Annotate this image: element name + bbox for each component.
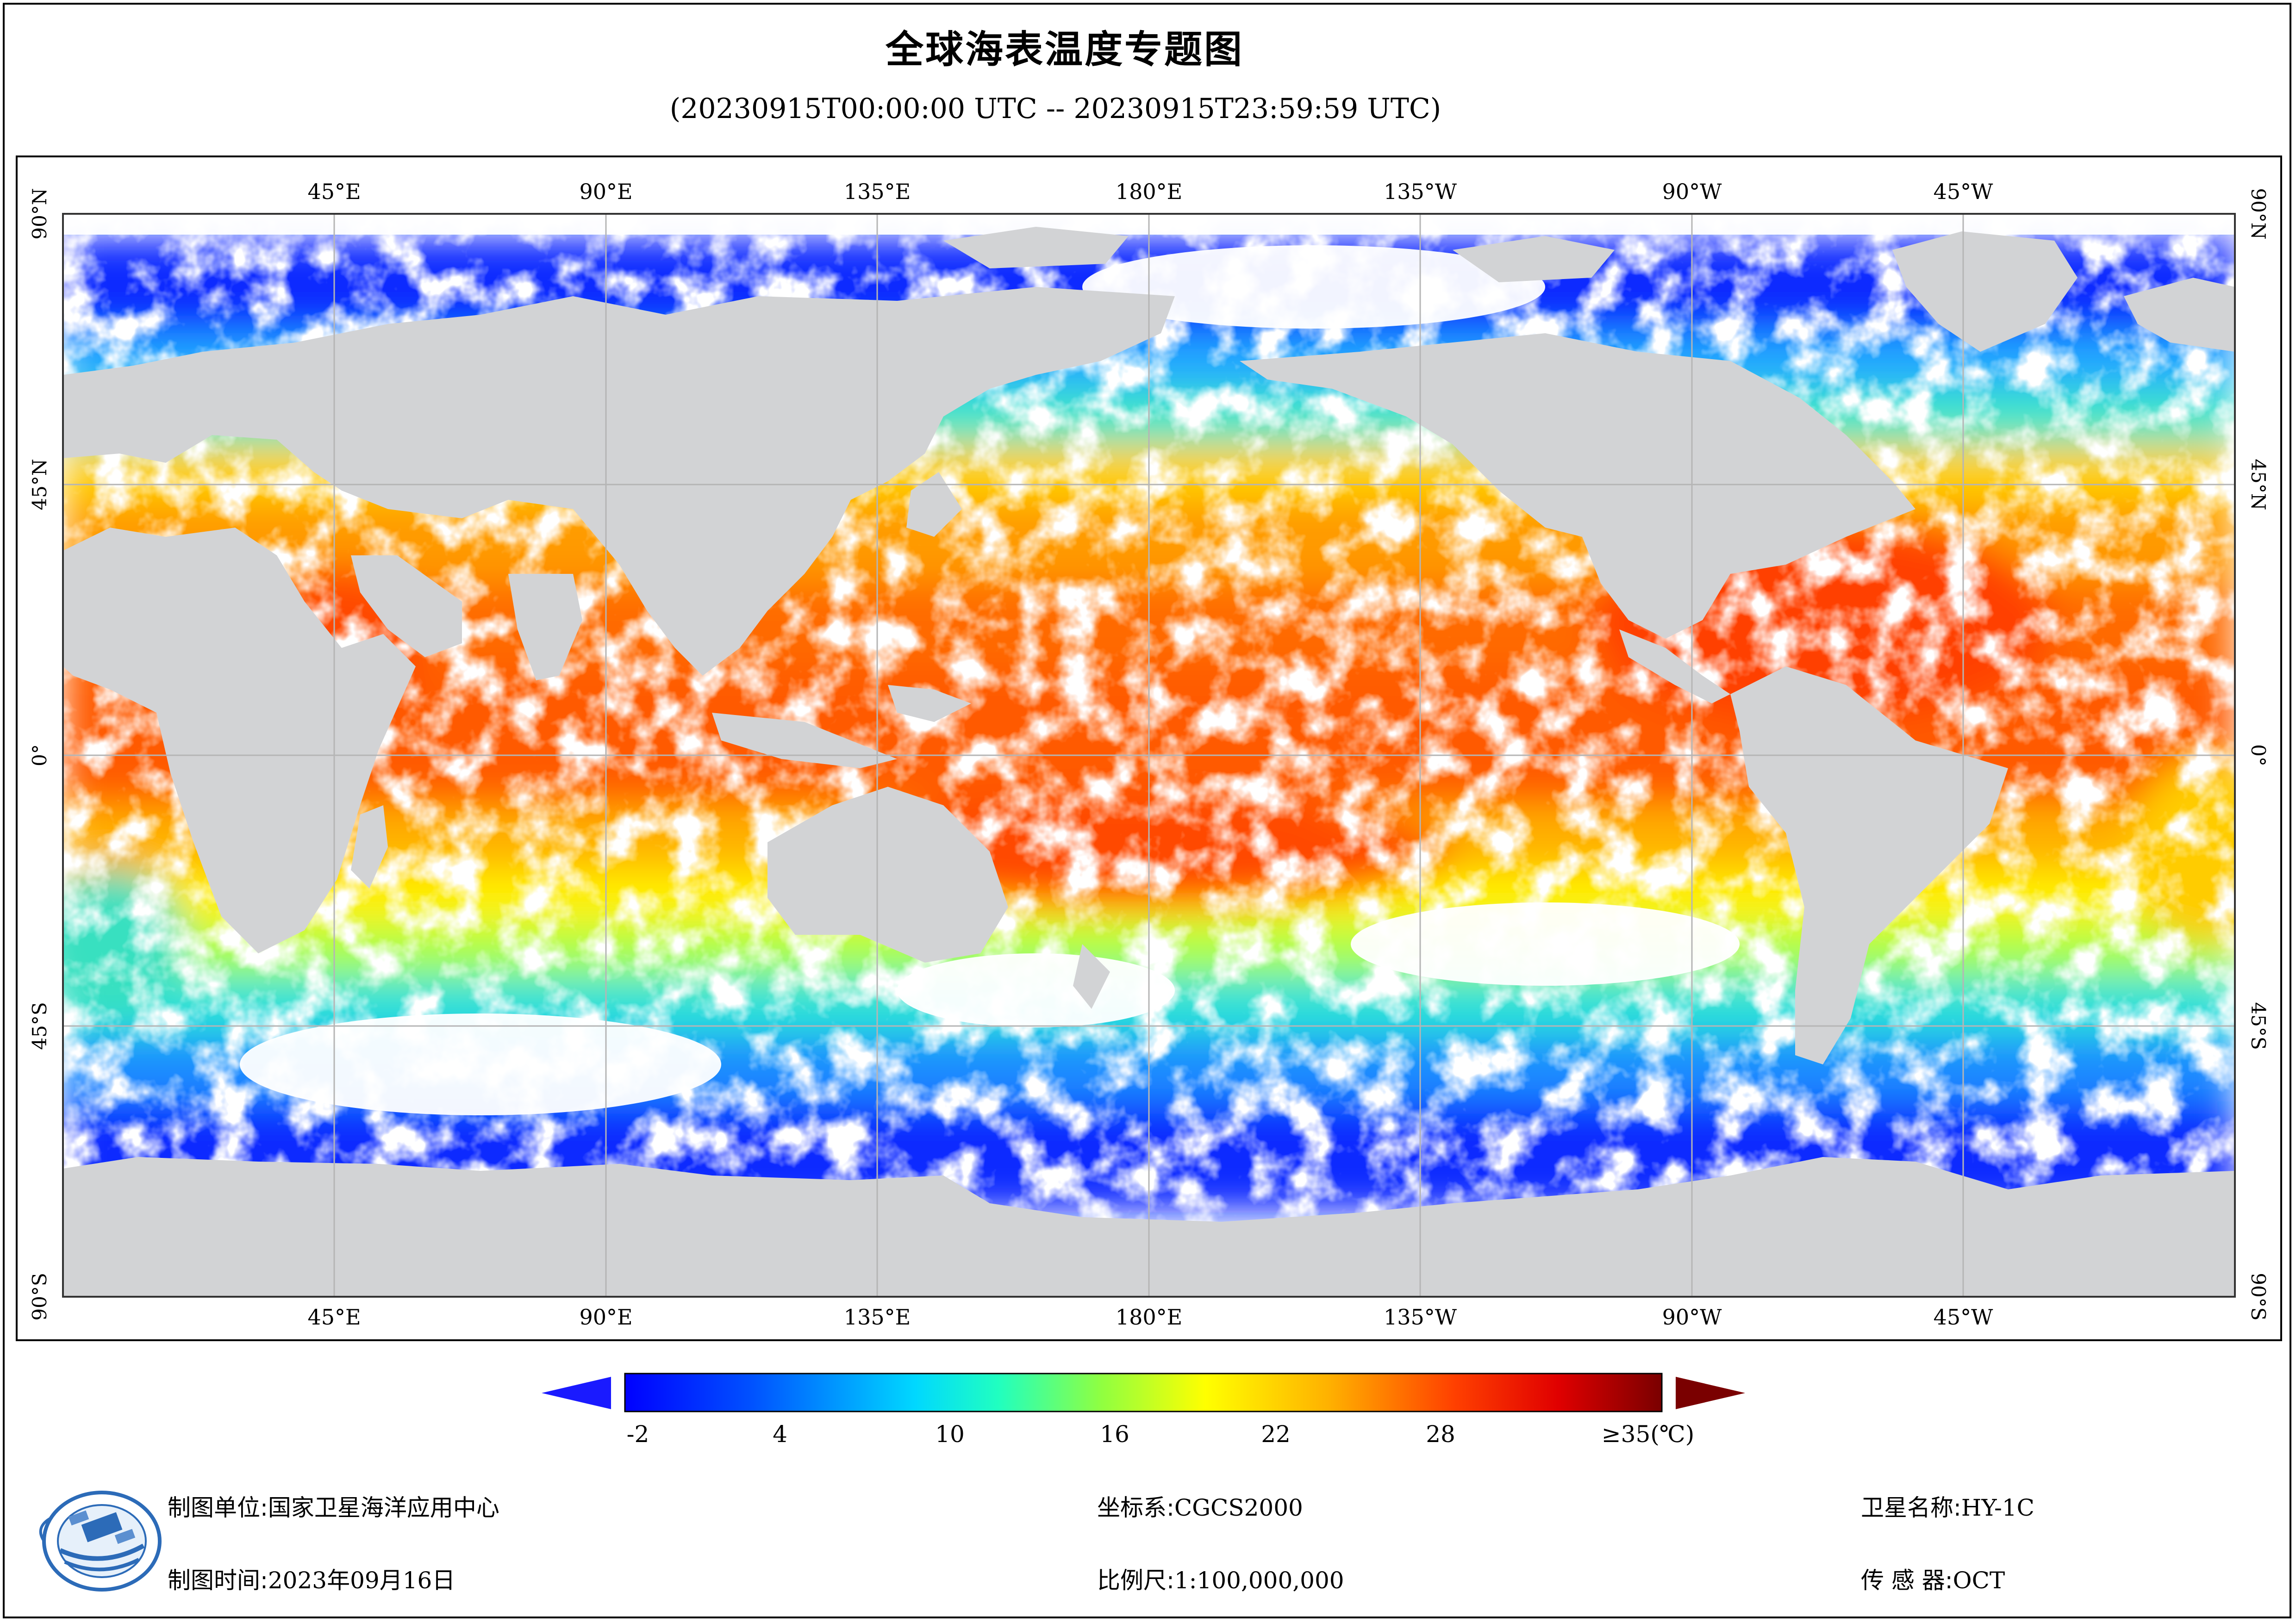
- footer-time-label: 制图时间:: [168, 1567, 268, 1594]
- lat-label-right: 90°N: [2247, 188, 2270, 239]
- colorbar-high-arrow: [1676, 1377, 1745, 1409]
- footer-unit-label: 制图单位:: [168, 1494, 268, 1521]
- lat-label-left: 90°S: [28, 1273, 51, 1320]
- lon-label-top: 45°E: [307, 179, 361, 204]
- lon-label-top: 90°W: [1662, 179, 1722, 204]
- lat-label-right: 45°N: [2247, 459, 2270, 510]
- map-title: 全球海表温度专题图: [885, 28, 1244, 72]
- lat-label-left: 45°N: [28, 459, 51, 510]
- graticule: [63, 214, 2235, 1297]
- footer-scale-label: 比例尺:: [1097, 1567, 1174, 1594]
- outer-frame: [3, 3, 2291, 1618]
- lon-label-top: 135°W: [1384, 179, 1457, 204]
- colorbar-tick-label: 10: [935, 1421, 965, 1448]
- colorbar-tick-label: -2: [626, 1421, 649, 1448]
- footer-crs-label: 坐标系:: [1097, 1494, 1174, 1521]
- lat-label-right: 0°: [2247, 744, 2270, 766]
- lon-label-bottom: 90°E: [579, 1305, 632, 1330]
- footer-sensor-label: 传 感 器:: [1861, 1567, 1953, 1594]
- colorbar: [542, 1373, 1745, 1412]
- colorbar-tick-label: 4: [773, 1421, 787, 1448]
- footer-unit-value: 国家卫星海洋应用中心: [268, 1494, 499, 1521]
- lon-label-bottom: 135°W: [1384, 1305, 1457, 1330]
- lon-label-bottom: 90°W: [1662, 1305, 1722, 1330]
- footer-satellite-value: HY-1C: [1961, 1494, 2034, 1521]
- footer-unit: 制图单位:国家卫星海洋应用中心: [168, 1489, 499, 1523]
- colorbar-tick-label: 28: [1426, 1421, 1455, 1448]
- footer-scale-value: 1:100,000,000: [1174, 1567, 1344, 1594]
- footer-satellite: 卫星名称:HY-1C: [1861, 1489, 2034, 1523]
- colorbar-tick-label: 16: [1100, 1421, 1129, 1448]
- lat-label-left: 0°: [28, 744, 51, 766]
- colorbar-tick-label: 22: [1261, 1421, 1291, 1448]
- map-subtitle: (20230915T00:00:00 UTC -- 20230915T23:59…: [669, 93, 1441, 125]
- lon-label-top: 180°E: [1116, 179, 1182, 204]
- lon-label-top: 45°W: [1934, 179, 1994, 204]
- footer-crs-value: CGCS2000: [1174, 1494, 1303, 1521]
- lon-label-top: 135°E: [844, 179, 911, 204]
- footer-satellite-label: 卫星名称:: [1861, 1494, 1961, 1521]
- colorbar-low-arrow: [542, 1377, 611, 1409]
- plot-border: [62, 213, 2236, 1298]
- footer-time: 制图时间:2023年09月16日: [168, 1562, 455, 1595]
- lon-label-bottom: 135°E: [844, 1305, 911, 1330]
- lon-label-top: 90°E: [579, 179, 632, 204]
- colorbar-tick-label: ≥35(℃): [1601, 1421, 1695, 1448]
- organization-logo: [39, 1491, 162, 1592]
- lat-label-left: 45°S: [28, 1002, 51, 1050]
- lon-label-bottom: 45°E: [307, 1305, 361, 1330]
- footer-scale: 比例尺:1:100,000,000: [1097, 1562, 1344, 1595]
- footer-sensor: 传 感 器:OCT: [1861, 1562, 2005, 1595]
- footer-sensor-value: OCT: [1953, 1567, 2005, 1594]
- lon-label-bottom: 45°W: [1934, 1305, 1994, 1330]
- lat-label-right: 90°S: [2247, 1273, 2270, 1320]
- sst-map: 45°E 90°E 135°E 180°E 135°W 90°W 45°W 45…: [28, 179, 2270, 1330]
- footer-time-value: 2023年09月16日: [268, 1567, 455, 1594]
- map-frame: 45°E 90°E 135°E 180°E 135°W 90°W 45°W 45…: [16, 155, 2282, 1341]
- lat-label-left: 90°N: [28, 188, 51, 239]
- footer-crs: 坐标系:CGCS2000: [1097, 1489, 1303, 1523]
- lon-label-bottom: 180°E: [1116, 1305, 1182, 1330]
- lat-label-right: 45°S: [2247, 1002, 2270, 1050]
